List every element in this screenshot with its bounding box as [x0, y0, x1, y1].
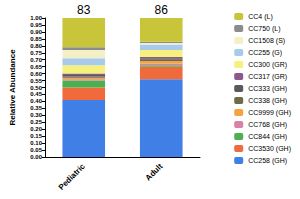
svg-text:Pediatric: Pediatric: [57, 161, 88, 192]
svg-text:0.15: 0.15: [30, 133, 42, 139]
svg-text:CC844 (GH): CC844 (GH): [248, 133, 287, 141]
svg-text:0.30: 0.30: [30, 112, 42, 118]
svg-text:CC333 (GH): CC333 (GH): [248, 85, 287, 93]
svg-text:0.45: 0.45: [30, 91, 42, 97]
svg-text:CC255 (G): CC255 (G): [248, 49, 282, 57]
svg-text:CC300 (GR): CC300 (GR): [248, 61, 287, 69]
svg-text:0.20: 0.20: [30, 126, 42, 132]
svg-text:0.00: 0.00: [30, 154, 42, 160]
svg-text:0.10: 0.10: [30, 140, 42, 146]
svg-text:CC3530 (GH): CC3530 (GH): [248, 145, 291, 153]
svg-text:CC258 (GH): CC258 (GH): [248, 157, 287, 165]
svg-text:CC768 (GH): CC768 (GH): [248, 121, 287, 129]
svg-text:0.60: 0.60: [30, 71, 42, 77]
svg-text:86: 86: [155, 3, 169, 17]
svg-text:0.05: 0.05: [30, 147, 42, 153]
svg-text:0.55: 0.55: [30, 78, 42, 84]
svg-text:CC1508 (S): CC1508 (S): [248, 37, 285, 45]
svg-text:CC4 (L): CC4 (L): [248, 13, 273, 21]
svg-text:0.35: 0.35: [30, 105, 42, 111]
svg-text:0.75: 0.75: [30, 50, 42, 56]
svg-text:0.95: 0.95: [30, 22, 42, 28]
svg-text:0.80: 0.80: [30, 43, 42, 49]
svg-text:0.90: 0.90: [30, 29, 42, 35]
svg-text:0.70: 0.70: [30, 57, 42, 63]
svg-text:Relative Abundance: Relative Abundance: [8, 49, 17, 126]
svg-text:0.65: 0.65: [30, 64, 42, 70]
svg-text:Adult: Adult: [144, 162, 165, 183]
svg-text:83: 83: [77, 3, 91, 17]
svg-text:0.25: 0.25: [30, 119, 42, 125]
svg-text:CC338 (GH): CC338 (GH): [248, 97, 287, 105]
svg-text:1.00: 1.00: [30, 15, 42, 21]
svg-text:CC317 (GR): CC317 (GR): [248, 73, 287, 81]
svg-text:CC750 (L): CC750 (L): [248, 25, 280, 33]
svg-text:0.85: 0.85: [30, 36, 42, 42]
svg-text:0.50: 0.50: [30, 85, 42, 91]
svg-text:CC9999 (GH): CC9999 (GH): [248, 109, 291, 117]
svg-text:0.40: 0.40: [30, 98, 42, 104]
